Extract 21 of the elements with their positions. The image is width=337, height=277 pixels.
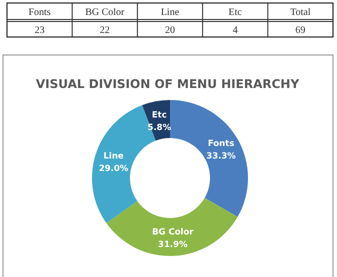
data-label: 29.0% — [98, 164, 129, 174]
slice-label: BG Color — [152, 227, 194, 238]
text: Total — [290, 7, 311, 18]
data-label: 33.3% — [206, 152, 236, 162]
category-label: Etc — [228, 7, 242, 18]
slice-label: Fonts — [208, 138, 234, 149]
category-label: Line — [160, 7, 180, 18]
category-label: BG Color — [85, 7, 124, 18]
chart-title: VISUAL DIVISION OF MENU HIERARCHY — [36, 77, 300, 91]
donut-slice — [170, 100, 248, 217]
text: 23 — [34, 25, 45, 36]
data-label: 31.9% — [158, 240, 188, 250]
text: 69 — [295, 25, 306, 36]
category-label: Fonts — [28, 7, 51, 18]
slice-label: Etc — [152, 110, 167, 120]
text: 20 — [165, 25, 175, 36]
data-label: 5.8% — [148, 123, 172, 134]
text: 22 — [100, 25, 110, 36]
text: 4 — [232, 25, 238, 36]
donut-slice — [106, 198, 238, 256]
slice-label: Line — [103, 151, 124, 162]
